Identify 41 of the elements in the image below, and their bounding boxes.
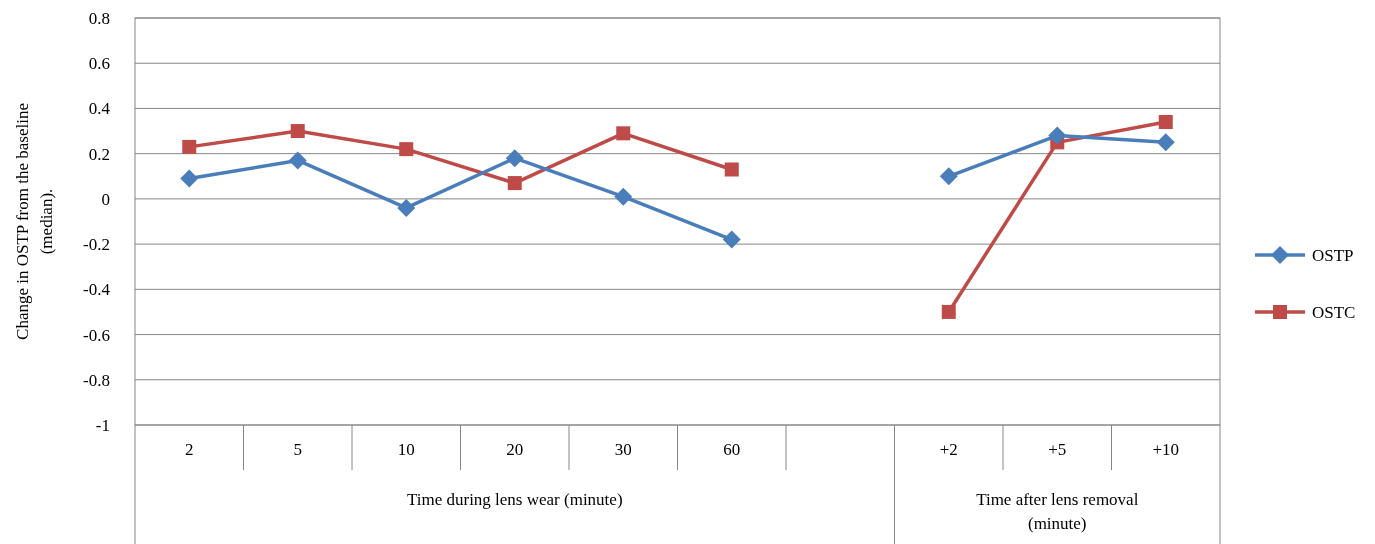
y-tick-label: 0.2 [88, 144, 110, 164]
point [290, 124, 305, 139]
y-tick-label: 0 [101, 189, 110, 209]
point [722, 230, 741, 249]
x-tick-label: 20 [506, 440, 524, 459]
legend-label: OSTP [1312, 245, 1354, 265]
y-tick-label: -1 [95, 415, 110, 435]
y-tick-label: 0.6 [88, 54, 110, 74]
point [724, 162, 739, 177]
point [616, 126, 631, 141]
y-axis-title: Change in OSTP from the baseline (median). [13, 103, 56, 340]
y-tick-label: -0.6 [83, 325, 110, 345]
point [505, 149, 524, 168]
point [180, 169, 199, 188]
y-tick-label: -0.2 [83, 235, 110, 255]
point [507, 176, 522, 191]
x-tick-label: +10 [1152, 440, 1180, 459]
point [614, 187, 633, 206]
y-tick-label: -0.4 [83, 280, 111, 300]
point [182, 139, 197, 154]
x-tick-label: +2 [939, 440, 958, 459]
point [1156, 133, 1175, 152]
x-tick-label: 60 [723, 440, 741, 459]
point [1048, 126, 1067, 145]
text: Time during lens wear (minute) [406, 490, 623, 509]
point [397, 198, 416, 217]
point [939, 167, 958, 186]
x-tick-label: +5 [1048, 440, 1067, 459]
point [1158, 115, 1173, 130]
x-tick-label: 2 [185, 440, 194, 459]
point [941, 304, 956, 319]
point [399, 142, 414, 157]
y-tick-label: 0.8 [88, 8, 110, 28]
point [288, 151, 307, 170]
y-tick-label: -0.8 [83, 370, 110, 390]
x-tick-label: 10 [397, 440, 415, 459]
x-tick-label: 30 [614, 440, 632, 459]
text: Time after lens removal (minute) [976, 490, 1139, 533]
legend-label: OSTC [1312, 302, 1356, 322]
y-tick-label: 0.4 [88, 99, 111, 119]
x-tick-label: 5 [293, 440, 302, 459]
